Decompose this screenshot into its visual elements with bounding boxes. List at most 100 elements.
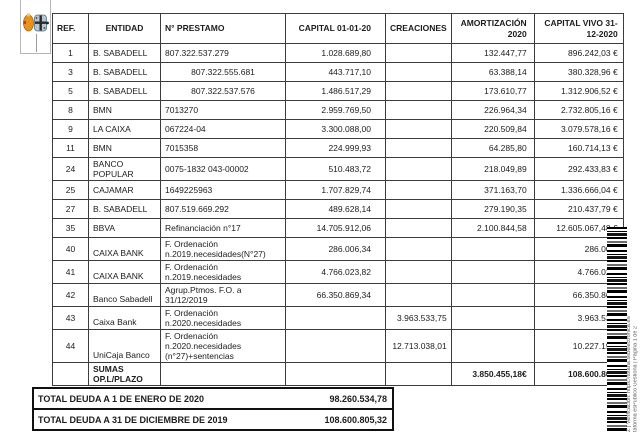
cell-capital: 3.300.088,00 bbox=[285, 119, 386, 139]
cell-ref: 11 bbox=[52, 138, 89, 158]
total-value: 108.600.805,32 bbox=[324, 414, 387, 425]
cell-entidad: BMN bbox=[88, 138, 161, 158]
cell-vivo: 896.242,03 € bbox=[533, 43, 624, 63]
cell-ref: 41 bbox=[52, 260, 89, 285]
cell-capital bbox=[285, 329, 386, 364]
loans-table: REF. ENTIDAD N° PRESTAMO CAPITAL 01-01-2… bbox=[52, 13, 624, 387]
cell-entidad: SUMAS OP.L/PLAZO bbox=[88, 362, 161, 387]
cell-vivo: 292.433,83 € bbox=[533, 156, 624, 182]
verification-platform-text: taforma esPublico Gestiona | Página 1 de… bbox=[632, 326, 639, 432]
total-label: TOTAL DEUDA A 1 DE ENERO DE 2020 bbox=[38, 393, 205, 404]
loan-row: 1 B. SABADELL 807.322.537.279 1.028.689,… bbox=[52, 43, 624, 63]
cell-prestamo: 067224-04 bbox=[160, 119, 286, 139]
cell-capital: 1.486.517,29 bbox=[285, 81, 386, 101]
cell-entidad: UniCaja Banco bbox=[88, 329, 161, 364]
cell-prestamo: 7013270 bbox=[160, 100, 286, 120]
cell-vivo: 210.437,79 € bbox=[533, 199, 624, 220]
cell-prestamo: F. Ordenación n.2019.necesidades bbox=[160, 260, 286, 285]
cell-amortizacion: 226.964,34 bbox=[450, 100, 535, 120]
total-label: TOTAL DEUDA A 31 DE DICIEMBRE DE 2019 bbox=[38, 414, 228, 425]
cell-prestamo: 807.322.537.576 bbox=[160, 81, 286, 101]
cell-ref: 5 bbox=[52, 81, 89, 101]
cell-ref: 27 bbox=[52, 199, 89, 220]
cell-ref: 44 bbox=[52, 329, 89, 364]
cell-capital: 443.717,10 bbox=[285, 62, 386, 82]
cell-amortizacion bbox=[450, 237, 535, 262]
column-header-prestamo: N° PRESTAMO bbox=[160, 13, 286, 44]
loan-row: 11 BMN 7015358 224.999,93 64.285,80 160.… bbox=[52, 138, 624, 158]
cell-creaciones bbox=[385, 100, 452, 120]
loan-row: 35 BBVA Refinanciación n°17 14.705.912,0… bbox=[52, 218, 624, 239]
cell-creaciones bbox=[385, 180, 452, 201]
column-header-amortizacion: AMORTIZACIÓN 2020 bbox=[450, 13, 535, 44]
cell-capital: 224.999,93 bbox=[285, 138, 386, 158]
cell-prestamo: F. Ordenación n.2020.necesidades bbox=[160, 306, 286, 331]
cell-creaciones bbox=[385, 156, 452, 182]
cell-amortizacion: 218.049,89 bbox=[450, 156, 535, 182]
cell-ref: 25 bbox=[52, 180, 89, 201]
totals-box: TOTAL DEUDA A 1 DE ENERO DE 2020 98.260.… bbox=[32, 387, 394, 432]
cell-creaciones: 3.963.533,75 bbox=[385, 306, 452, 331]
cell-entidad: CAJAMAR bbox=[88, 180, 161, 201]
cell-capital bbox=[285, 362, 386, 387]
cell-amortizacion: 220.509,84 bbox=[450, 119, 535, 139]
cell-creaciones bbox=[385, 218, 452, 239]
cell-amortizacion: 173.610,77 bbox=[450, 81, 535, 101]
cell-capital: 1.028.689,80 bbox=[285, 43, 386, 63]
loan-row: 43 Caixa Bank F. Ordenación n.2020.neces… bbox=[52, 306, 624, 331]
cell-capital: 2.959.769,50 bbox=[285, 100, 386, 120]
cell-entidad: B. SABADELL bbox=[88, 81, 161, 101]
cell-amortizacion bbox=[450, 260, 535, 285]
cell-prestamo: 1649225963 bbox=[160, 180, 286, 201]
cell-capital: 4.766.023,82 bbox=[285, 260, 386, 285]
cell-prestamo: 807.519.669.292 bbox=[160, 199, 286, 220]
totana-crest-logo bbox=[20, 0, 51, 54]
cell-creaciones bbox=[385, 362, 452, 387]
column-header-creaciones: CREACIONES bbox=[385, 13, 452, 44]
cell-capital: 489.628,14 bbox=[285, 199, 386, 220]
cell-amortizacion bbox=[450, 306, 535, 331]
cell-prestamo: Agrup.Ptmos. F.O. a 31/12/2019 bbox=[160, 283, 286, 308]
cell-entidad: Caixa Bank bbox=[88, 306, 161, 331]
verification-barcode bbox=[607, 227, 627, 434]
cell-ref: 3 bbox=[52, 62, 89, 82]
cell-capital: 14.705.912,06 bbox=[285, 218, 386, 239]
cell-creaciones: 12.713.038,01 bbox=[385, 329, 452, 364]
cell-ref: 1 bbox=[52, 43, 89, 63]
cell-prestamo: Refinanciación n°17 bbox=[160, 218, 286, 239]
cell-amortizacion: 2.100.844,58 bbox=[450, 218, 535, 239]
total-value: 98.260.534,78 bbox=[329, 393, 387, 404]
cell-creaciones bbox=[385, 119, 452, 139]
cell-entidad: BANCO POPULAR bbox=[88, 156, 161, 182]
crest-stem bbox=[36, 34, 37, 52]
cell-amortizacion bbox=[450, 283, 535, 308]
cell-creaciones bbox=[385, 283, 452, 308]
table-header-row: REF. ENTIDAD N° PRESTAMO CAPITAL 01-01-2… bbox=[52, 13, 624, 44]
sums-row: SUMAS OP.L/PLAZO 3.850.455,18€ 108.600.8… bbox=[52, 362, 624, 387]
cell-prestamo: 0075-1832 043-00002 bbox=[160, 156, 286, 182]
total-row-enero-2020: TOTAL DEUDA A 1 DE ENERO DE 2020 98.260.… bbox=[34, 389, 392, 408]
loan-table-body: 1 B. SABADELL 807.322.537.279 1.028.689,… bbox=[52, 43, 624, 364]
cell-vivo: 380.328,96 € bbox=[533, 62, 624, 82]
cell-capital: 1.707.829,74 bbox=[285, 180, 386, 201]
debt-report: REF. ENTIDAD N° PRESTAMO CAPITAL 01-01-2… bbox=[32, 13, 624, 432]
loan-row: 27 B. SABADELL 807.519.669.292 489.628,1… bbox=[52, 199, 624, 220]
cell-amortizacion bbox=[450, 329, 535, 364]
cell-creaciones bbox=[385, 260, 452, 285]
cell-amortizacion: 132.447,77 bbox=[450, 43, 535, 63]
loan-row: 8 BMN 7013270 2.959.769,50 226.964,34 2.… bbox=[52, 100, 624, 120]
cell-capital bbox=[285, 306, 386, 331]
cell-ref: 42 bbox=[52, 283, 89, 308]
cell-prestamo: F. Ordenación n.2019.necesidades(N°27) bbox=[160, 237, 286, 262]
cell-prestamo: 807.322.555.681 bbox=[160, 62, 286, 82]
cell-creaciones bbox=[385, 138, 452, 158]
cell-prestamo: F. Ordenación n.2020.necesidades (n°27)+… bbox=[160, 329, 286, 364]
cell-ref: 24 bbox=[52, 156, 89, 182]
cell-creaciones bbox=[385, 62, 452, 82]
column-header-capital: CAPITAL 01-01-20 bbox=[285, 13, 386, 44]
cell-vivo: 2.732.805,16 € bbox=[533, 100, 624, 120]
cell-capital: 510.483,72 bbox=[285, 156, 386, 182]
cell-ref bbox=[52, 362, 89, 387]
cell-creaciones bbox=[385, 237, 452, 262]
